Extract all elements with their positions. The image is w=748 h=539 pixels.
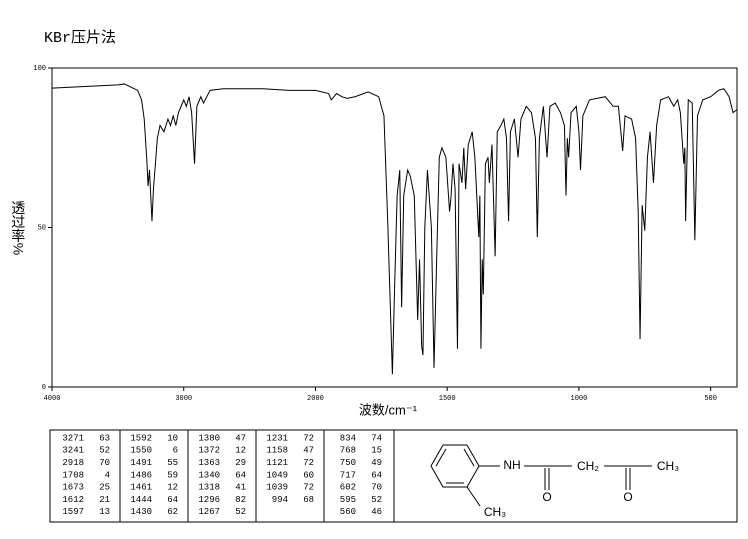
plot-frame	[51, 67, 738, 388]
peak-wavenumber: 1708	[62, 470, 84, 480]
peak-transmittance: 10	[167, 433, 178, 443]
peak-transmittance: 41	[235, 483, 246, 493]
peak-transmittance: 13	[99, 507, 110, 517]
x-tick-label: 4000	[44, 395, 61, 403]
atom-label: CH₂	[577, 459, 599, 473]
chart-title: KBr压片法	[44, 29, 116, 47]
peak-wavenumber: 1461	[130, 483, 152, 493]
peak-transmittance: 59	[167, 470, 178, 480]
peak-wavenumber: 1039	[266, 483, 288, 493]
peak-wavenumber: 1158	[266, 446, 288, 456]
peak-transmittance: 25	[99, 483, 110, 493]
atom-label: NH	[503, 458, 520, 472]
peak-transmittance: 47	[235, 433, 246, 443]
peak-wavenumber: 717	[340, 470, 356, 480]
peak-wavenumber: 750	[340, 458, 356, 468]
peak-wavenumber: 1673	[62, 483, 84, 493]
peak-transmittance: 64	[235, 470, 246, 480]
peak-transmittance: 64	[371, 470, 382, 480]
peak-wavenumber: 1049	[266, 470, 288, 480]
y-tick-label: 0	[42, 384, 46, 392]
peak-transmittance: 15	[371, 446, 382, 456]
peak-transmittance: 47	[303, 446, 314, 456]
peak-wavenumber: 1486	[130, 470, 152, 480]
atom-label: CH₃	[484, 505, 506, 519]
peak-transmittance: 60	[303, 470, 314, 480]
y-tick-label: 100	[33, 65, 46, 73]
peak-transmittance: 70	[371, 483, 382, 493]
peak-transmittance: 70	[99, 458, 110, 468]
x-tick-label: 3000	[175, 395, 192, 403]
peak-wavenumber: 1592	[130, 433, 152, 443]
peak-wavenumber: 1121	[266, 458, 288, 468]
peak-wavenumber: 1296	[198, 495, 220, 505]
x-tick-label: 1000	[571, 395, 588, 403]
x-tick-label: 2000	[307, 395, 324, 403]
peak-transmittance: 63	[99, 433, 110, 443]
peak-transmittance: 74	[371, 433, 382, 443]
peak-wavenumber: 1491	[130, 458, 152, 468]
peak-wavenumber: 1318	[198, 483, 220, 493]
peak-transmittance: 12	[167, 483, 178, 493]
peak-wavenumber: 1372	[198, 446, 220, 456]
y-tick-label: 50	[38, 224, 46, 232]
peak-wavenumber: 1550	[130, 446, 152, 456]
peak-wavenumber: 3241	[62, 446, 84, 456]
peak-wavenumber: 1340	[198, 470, 220, 480]
x-tick-label: 1500	[439, 395, 456, 403]
x-tick-label: 500	[704, 395, 717, 403]
peak-transmittance: 82	[235, 495, 246, 505]
peak-wavenumber: 1267	[198, 507, 220, 517]
peak-transmittance: 4	[105, 470, 110, 480]
peak-transmittance: 6	[173, 446, 178, 456]
peak-wavenumber: 595	[340, 495, 356, 505]
peak-transmittance: 62	[167, 507, 178, 517]
peak-wavenumber: 834	[340, 433, 356, 443]
peak-wavenumber: 560	[340, 507, 356, 517]
peak-transmittance: 72	[303, 483, 314, 493]
peak-wavenumber: 1363	[198, 458, 220, 468]
atom-label: O	[623, 490, 632, 504]
peak-wavenumber: 602	[340, 483, 356, 493]
inner-bond	[463, 448, 475, 467]
peak-wavenumber: 1597	[62, 507, 84, 517]
peak-wavenumber: 768	[340, 446, 356, 456]
peak-wavenumber: 3271	[62, 433, 84, 443]
inner-bond	[435, 448, 447, 467]
peak-transmittance: 68	[303, 495, 314, 505]
peak-transmittance: 21	[99, 495, 110, 505]
spectrum-line	[51, 83, 738, 375]
peak-wavenumber: 1430	[130, 507, 152, 517]
peak-transmittance: 52	[99, 446, 110, 456]
peak-transmittance: 55	[167, 458, 178, 468]
table-dividers	[119, 430, 395, 522]
peak-transmittance: 72	[303, 433, 314, 443]
peak-wavenumber: 994	[272, 495, 288, 505]
benzene-ring	[430, 444, 480, 488]
peak-transmittance: 46	[371, 507, 382, 517]
atom-label: O	[542, 490, 551, 504]
structure-bonds	[430, 444, 652, 507]
peak-wavenumber: 2918	[62, 458, 84, 468]
peak-transmittance: 52	[371, 495, 382, 505]
peak-transmittance: 49	[371, 458, 382, 468]
peak-wavenumber: 1380	[198, 433, 220, 443]
peak-transmittance: 52	[235, 507, 246, 517]
peak-transmittance: 64	[167, 495, 178, 505]
atom-label: CH₃	[657, 459, 679, 473]
y-axis-label: 透过率%	[10, 201, 26, 255]
peak-transmittance: 29	[235, 458, 246, 468]
peak-wavenumber: 1231	[266, 433, 288, 443]
peak-transmittance: 12	[235, 446, 246, 456]
x-axis-label: 波数/cm⁻¹	[359, 402, 418, 417]
peak-wavenumber: 1612	[62, 495, 84, 505]
peak-transmittance: 72	[303, 458, 314, 468]
peak-wavenumber: 1444	[130, 495, 152, 505]
bond	[466, 486, 481, 507]
